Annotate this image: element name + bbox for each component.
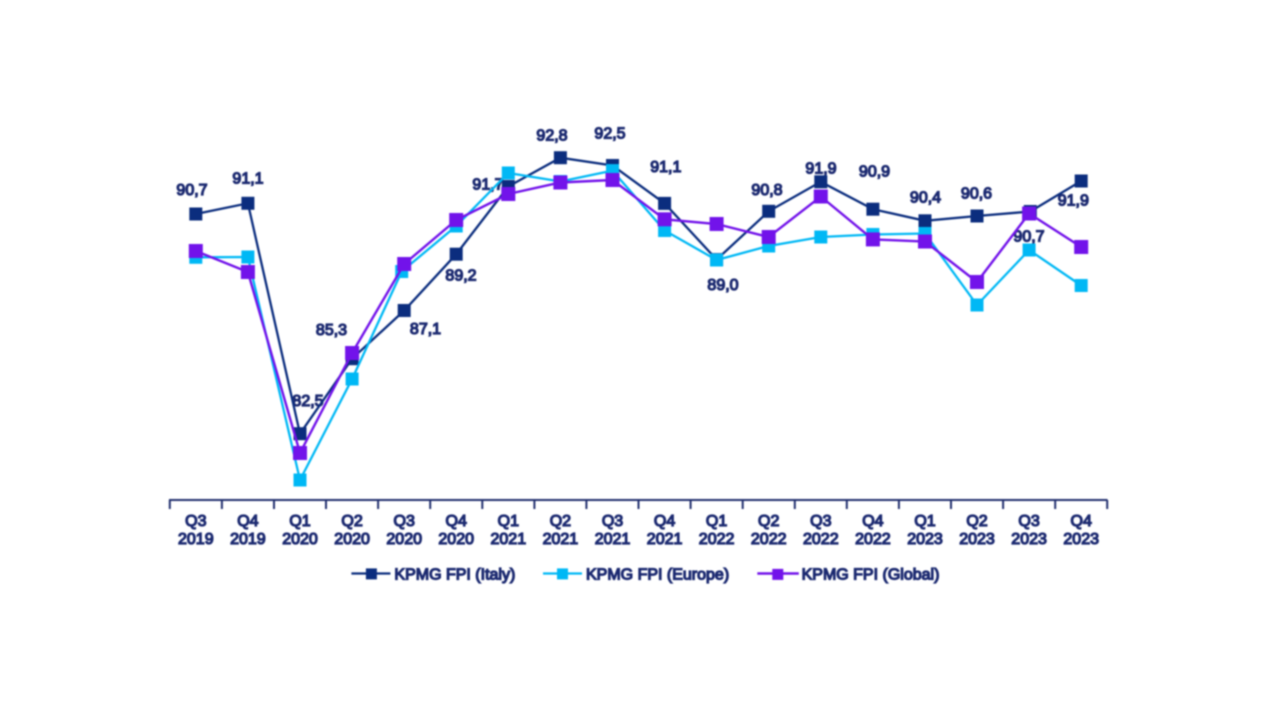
svg-text:2019: 2019: [230, 531, 266, 548]
svg-text:91,1: 91,1: [650, 159, 681, 176]
svg-text:2023: 2023: [959, 531, 995, 548]
svg-text:90,4: 90,4: [910, 190, 941, 207]
svg-text:Q1: Q1: [914, 513, 935, 530]
svg-text:Q3: Q3: [1018, 513, 1039, 530]
svg-text:Q4: Q4: [446, 513, 467, 530]
svg-text:2020: 2020: [334, 531, 370, 548]
svg-text:Q3: Q3: [602, 513, 623, 530]
svg-text:91,7: 91,7: [472, 177, 503, 194]
svg-text:89,2: 89,2: [445, 268, 476, 285]
svg-text:Q2: Q2: [341, 513, 362, 530]
svg-text:90,7: 90,7: [176, 182, 207, 199]
svg-text:91,9: 91,9: [1058, 193, 1089, 210]
svg-text:2023: 2023: [1063, 531, 1099, 548]
svg-text:2019: 2019: [178, 531, 214, 548]
svg-text:2020: 2020: [438, 531, 474, 548]
svg-text:87,1: 87,1: [410, 321, 441, 338]
svg-text:90,7: 90,7: [1013, 229, 1044, 246]
svg-text:90,9: 90,9: [859, 164, 890, 181]
svg-text:85,3: 85,3: [316, 322, 347, 339]
svg-text:92,5: 92,5: [594, 126, 625, 143]
svg-text:Q1: Q1: [289, 513, 310, 530]
svg-text:Q3: Q3: [394, 513, 415, 530]
svg-text:Q3: Q3: [185, 513, 206, 530]
svg-text:2022: 2022: [699, 531, 735, 548]
svg-text:2022: 2022: [803, 531, 839, 548]
svg-text:2020: 2020: [282, 531, 318, 548]
svg-text:KPMG FPI (Europe): KPMG FPI (Europe): [586, 567, 729, 584]
svg-text:Q2: Q2: [758, 513, 779, 530]
svg-text:2022: 2022: [751, 531, 787, 548]
svg-text:Q2: Q2: [550, 513, 571, 530]
svg-text:90,6: 90,6: [961, 186, 992, 203]
svg-text:Q4: Q4: [1071, 513, 1092, 530]
svg-text:Q1: Q1: [706, 513, 727, 530]
svg-text:Q2: Q2: [966, 513, 987, 530]
svg-text:2021: 2021: [543, 531, 579, 548]
svg-text:Q4: Q4: [654, 513, 675, 530]
svg-text:2022: 2022: [855, 531, 891, 548]
svg-text:KPMG FPI (Global): KPMG FPI (Global): [802, 567, 940, 584]
svg-text:KPMG FPI (Italy): KPMG FPI (Italy): [394, 567, 515, 584]
svg-text:90,8: 90,8: [751, 182, 782, 199]
svg-text:91,9: 91,9: [805, 161, 836, 178]
svg-text:Q3: Q3: [810, 513, 831, 530]
svg-text:Q4: Q4: [237, 513, 258, 530]
svg-text:2021: 2021: [595, 531, 631, 548]
svg-text:89,0: 89,0: [707, 277, 738, 294]
svg-text:82,5: 82,5: [292, 393, 323, 410]
svg-text:Q4: Q4: [862, 513, 883, 530]
svg-text:2023: 2023: [907, 531, 943, 548]
svg-text:2021: 2021: [647, 531, 683, 548]
svg-text:91,1: 91,1: [232, 171, 263, 188]
svg-text:2021: 2021: [491, 531, 527, 548]
svg-text:92,8: 92,8: [536, 128, 567, 145]
svg-text:Q1: Q1: [498, 513, 519, 530]
svg-text:2020: 2020: [386, 531, 422, 548]
svg-text:2023: 2023: [1011, 531, 1047, 548]
